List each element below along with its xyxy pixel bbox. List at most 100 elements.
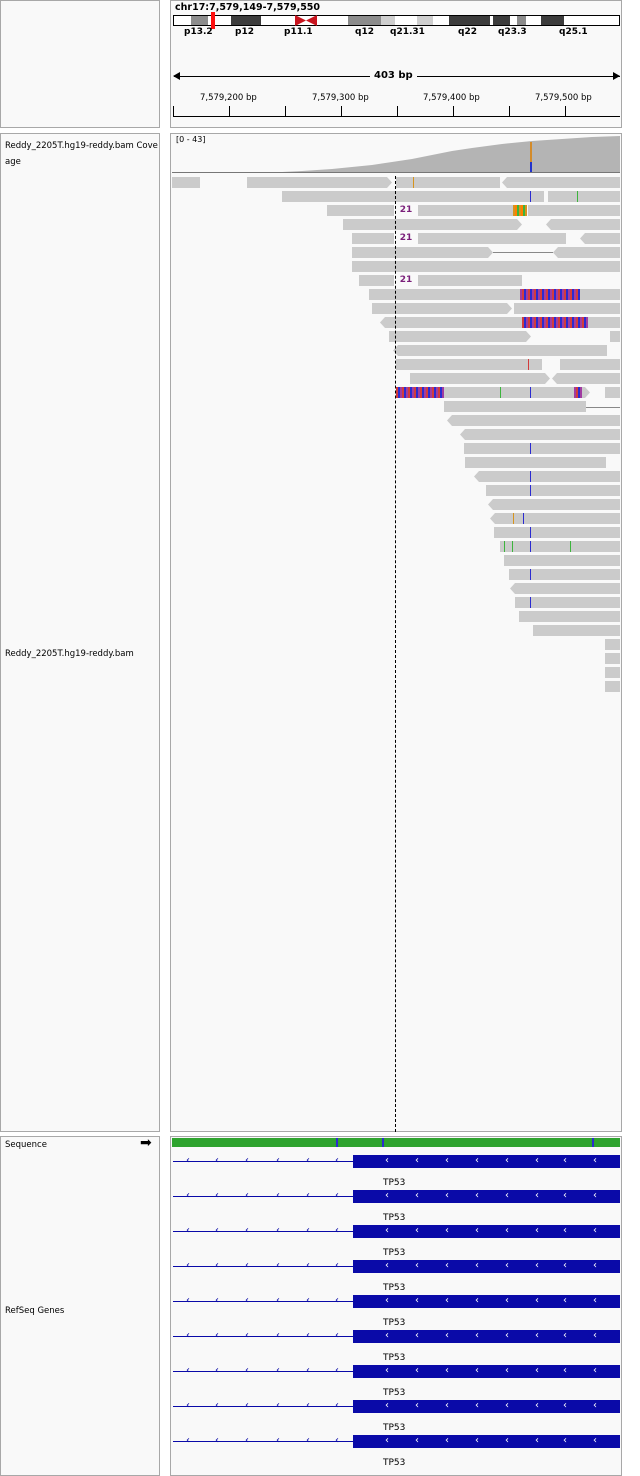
read[interactable]	[396, 205, 524, 216]
gene-exon[interactable]	[353, 1225, 620, 1238]
read[interactable]	[533, 625, 620, 636]
read[interactable]	[490, 513, 620, 524]
insertion-label[interactable]: 21	[394, 233, 418, 244]
read[interactable]	[343, 219, 396, 230]
read[interactable]	[447, 415, 620, 426]
gene-exon[interactable]	[353, 1400, 620, 1413]
read[interactable]	[352, 261, 616, 272]
read[interactable]	[548, 191, 620, 202]
read[interactable]	[486, 485, 620, 496]
read[interactable]	[444, 387, 590, 398]
read[interactable]	[396, 191, 544, 202]
read[interactable]	[514, 303, 620, 314]
read[interactable]	[464, 443, 620, 454]
gene-exon[interactable]	[353, 1155, 620, 1168]
gene-exon[interactable]	[353, 1365, 620, 1378]
read[interactable]	[580, 261, 620, 272]
right-arrow-icon[interactable]: ➡	[140, 1135, 152, 1151]
read[interactable]	[282, 191, 396, 202]
ruler-axis[interactable]	[173, 116, 620, 117]
read[interactable]	[465, 457, 606, 468]
read[interactable]	[389, 331, 531, 342]
read[interactable]	[460, 429, 620, 440]
left-chevron-icon: ‹	[593, 1260, 597, 1271]
read[interactable]	[605, 681, 620, 692]
read[interactable]	[410, 373, 550, 384]
read[interactable]	[247, 177, 392, 188]
left-chevron-icon: ‹	[415, 1365, 419, 1376]
gene-exon[interactable]	[353, 1190, 620, 1203]
read[interactable]	[500, 541, 620, 552]
mismatch	[530, 541, 531, 552]
read[interactable]	[352, 247, 493, 258]
coverage-track-label[interactable]: Reddy_2205T.hg19-reddy.bam Coverage	[5, 141, 158, 151]
read[interactable]	[172, 177, 200, 188]
read[interactable]	[510, 583, 620, 594]
read[interactable]	[605, 387, 620, 398]
left-chevron-icon: ‹	[335, 1225, 339, 1236]
insertion-label[interactable]: 21	[394, 205, 418, 216]
gene-exon[interactable]	[353, 1330, 620, 1343]
gene-exon[interactable]	[353, 1260, 620, 1273]
read[interactable]	[509, 569, 620, 580]
read[interactable]	[560, 359, 620, 370]
coverage-histogram[interactable]	[172, 134, 620, 174]
left-chevron-icon: ‹	[593, 1365, 597, 1376]
alignment-track-label[interactable]: Reddy_2205T.hg19-reddy.bam	[5, 649, 134, 659]
ruler-tick	[341, 106, 342, 116]
left-chevron-icon: ‹	[475, 1225, 479, 1236]
read[interactable]	[369, 289, 620, 300]
left-chevron-icon: ‹	[276, 1365, 280, 1376]
read[interactable]	[327, 205, 396, 216]
read[interactable]	[504, 555, 620, 566]
read[interactable]	[396, 359, 542, 370]
read[interactable]	[580, 233, 620, 244]
read[interactable]	[474, 471, 620, 482]
read[interactable]	[494, 527, 620, 538]
read[interactable]	[488, 499, 620, 510]
gene-exon[interactable]	[353, 1435, 620, 1448]
read[interactable]	[396, 275, 522, 286]
read[interactable]	[380, 317, 620, 328]
read[interactable]	[605, 653, 620, 664]
gene-exon[interactable]	[353, 1295, 620, 1308]
read[interactable]	[396, 177, 500, 188]
read[interactable]	[605, 667, 620, 678]
chromosome-ideogram[interactable]	[173, 12, 620, 29]
left-chevron-icon: ‹	[245, 1400, 249, 1411]
pair-connector	[586, 407, 620, 408]
read[interactable]	[372, 303, 512, 314]
read[interactable]	[393, 345, 607, 356]
read[interactable]	[605, 639, 620, 650]
left-chevron-icon: ‹	[535, 1225, 539, 1236]
read[interactable]	[515, 597, 620, 608]
read[interactable]	[528, 205, 620, 216]
read[interactable]	[502, 177, 620, 188]
left-chevron-icon: ‹	[445, 1435, 449, 1446]
refseq-track-label[interactable]: RefSeq Genes	[5, 1306, 65, 1316]
sequence-track-label[interactable]: Sequence	[5, 1140, 47, 1150]
ideogram-band	[173, 15, 191, 26]
mismatch	[530, 387, 531, 398]
read[interactable]	[396, 219, 522, 230]
left-chevron-icon: ‹	[215, 1260, 219, 1271]
read[interactable]	[546, 219, 620, 230]
left-chevron-icon: ‹	[186, 1400, 190, 1411]
read[interactable]	[444, 401, 586, 412]
read[interactable]	[519, 611, 620, 622]
read[interactable]	[359, 275, 396, 286]
left-chevron-icon: ‹	[306, 1225, 310, 1236]
left-chevron-icon: ‹	[186, 1260, 190, 1271]
read[interactable]	[552, 373, 620, 384]
gene-name: TP53	[383, 1318, 406, 1328]
left-chevron-icon: ‹	[335, 1295, 339, 1306]
left-chevron-icon: ‹	[563, 1435, 567, 1446]
insertion-label[interactable]: 21	[394, 275, 418, 286]
read[interactable]	[610, 331, 620, 342]
sequence-bar[interactable]	[172, 1138, 620, 1147]
read[interactable]	[352, 233, 396, 244]
left-chevron-icon: ‹	[505, 1295, 509, 1306]
locus-label: chr17:7,579,149-7,579,550	[175, 2, 321, 13]
read[interactable]	[396, 233, 566, 244]
read[interactable]	[553, 247, 620, 258]
